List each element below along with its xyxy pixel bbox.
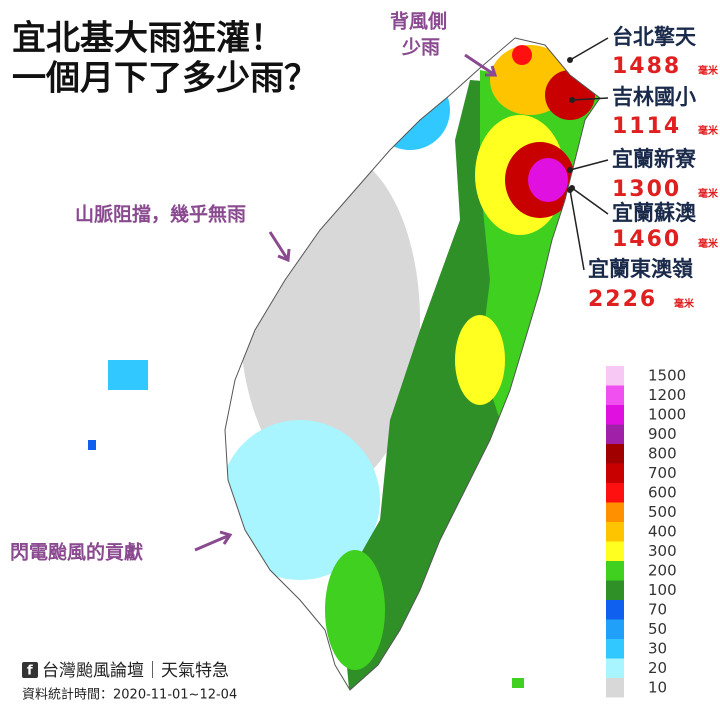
- station-name: 台北擎天: [612, 25, 697, 49]
- legend-swatch: [606, 385, 624, 405]
- legend-label: 700: [648, 464, 677, 482]
- leader: [569, 189, 585, 271]
- fb-icon: [22, 662, 38, 678]
- station-name: 宜蘭新寮: [612, 147, 696, 171]
- legend-swatch: [606, 541, 624, 561]
- legend-label: 1000: [648, 406, 686, 424]
- legend-swatch: [606, 502, 624, 522]
- legend-swatch: [606, 366, 624, 386]
- legend-label: 30: [648, 640, 667, 658]
- legend-swatch: [606, 463, 624, 483]
- legend-label: 50: [648, 620, 667, 638]
- source: 台灣颱風論壇｜天氣特急: [42, 661, 229, 681]
- station-value: 1300: [612, 177, 681, 202]
- station-value: 1460: [612, 227, 681, 252]
- legend-label: 1200: [648, 386, 686, 404]
- station-name: 宜蘭東澳嶺: [588, 257, 693, 281]
- rain-map: [225, 38, 600, 690]
- legend-label: 400: [648, 523, 677, 541]
- station-value: 1114: [612, 114, 681, 139]
- annotation: 閃電颱風的貢獻: [10, 541, 143, 564]
- legend-swatch: [606, 600, 624, 620]
- legend-swatch: [606, 405, 624, 425]
- islands: [88, 360, 524, 688]
- leader: [571, 97, 609, 101]
- legend-label: 10: [648, 679, 667, 697]
- station-unit: 毫米: [698, 64, 719, 77]
- station-name: 吉林國小: [612, 85, 696, 109]
- legend-swatch: [606, 444, 624, 464]
- annotation: 少雨: [401, 37, 440, 59]
- station-unit: 毫米: [698, 124, 719, 137]
- legend-swatch: [606, 483, 624, 503]
- legend-label: 800: [648, 445, 677, 463]
- legend-label: 200: [648, 562, 677, 580]
- legend-swatch: [606, 561, 624, 581]
- legend-swatch: [606, 424, 624, 444]
- legend-label: 500: [648, 503, 677, 521]
- legend-label: 100: [648, 581, 677, 599]
- arrow: [194, 530, 233, 552]
- legend-label: 20: [648, 659, 667, 677]
- fb-letter: f: [27, 664, 33, 679]
- station-unit: 毫米: [674, 297, 695, 310]
- legend-swatch: [606, 580, 624, 600]
- legend-label: 1500: [648, 367, 686, 385]
- station-value: 1488: [612, 54, 681, 79]
- station-unit: 毫米: [698, 237, 719, 250]
- title-line: 一個月下了多少雨？: [12, 59, 318, 99]
- legend-swatch: [606, 678, 624, 698]
- station-value: 2226: [588, 287, 657, 312]
- leader: [571, 187, 609, 215]
- legend-swatch: [606, 658, 624, 678]
- legend-label: 70: [648, 601, 667, 619]
- date: 資料統計時間：2020-11-01~12-04: [22, 687, 237, 703]
- station-unit: 毫米: [698, 187, 719, 200]
- legend-label: 300: [648, 542, 677, 560]
- island-outline: [224, 37, 601, 691]
- legend-label: 900: [648, 425, 677, 443]
- annotation: 背風側: [390, 10, 447, 33]
- title-line: 宜北基大雨狂灌！: [12, 19, 284, 59]
- arrow: [464, 53, 498, 77]
- legend-label: 600: [648, 484, 677, 502]
- legend-swatch: [606, 639, 624, 659]
- annotation: 山脈阻擋，幾乎無雨: [75, 203, 246, 226]
- legend-swatch: [606, 522, 624, 542]
- leader: [569, 37, 609, 61]
- legend-swatch: [606, 619, 624, 639]
- arrow: [268, 231, 291, 263]
- station-name: 宜蘭蘇澳: [612, 201, 697, 225]
- leader: [569, 159, 609, 171]
